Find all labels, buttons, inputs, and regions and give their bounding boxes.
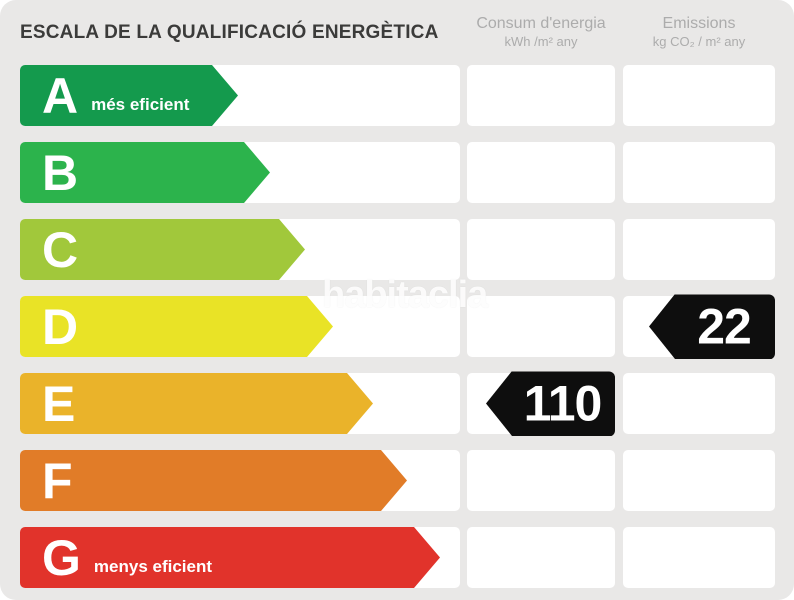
emissions-value-arrow: 22	[649, 294, 775, 359]
header: ESCALA DE LA QUALIFICACIÓ ENERGÈTICA Con…	[20, 0, 775, 65]
rating-bar-cell-f: F	[20, 450, 460, 511]
rating-bar-g: G menys eficient	[20, 527, 440, 588]
emissions-value: 22	[697, 298, 752, 355]
consum-header-label: Consum d'energia	[476, 15, 606, 33]
rating-letter-e: E	[42, 376, 76, 432]
emissions-header-units: kg CO₂ / m² any	[652, 34, 746, 50]
rating-bar-b: B	[20, 142, 270, 203]
emissions-cell-g	[623, 527, 775, 588]
consum-cell-f	[467, 450, 615, 511]
rating-letter-f: F	[42, 453, 73, 509]
column-header-consum: Consum d'energia kWh /m² any	[467, 14, 615, 50]
rating-letter-a: A	[42, 68, 79, 124]
consum-cell-g	[467, 527, 615, 588]
rating-bar-e: E	[20, 373, 373, 434]
consum-cell-a	[467, 65, 615, 126]
consum-header-units: kWh /m² any	[504, 34, 578, 50]
rating-note-a: més eficient	[91, 94, 190, 114]
emissions-cell-f	[623, 450, 775, 511]
consum-value: 110	[523, 375, 603, 432]
rating-row-c: C	[20, 219, 775, 280]
rating-bar-cell-b: B	[20, 142, 460, 203]
consum-value-arrow: 110	[486, 371, 615, 436]
page-title: ESCALA DE LA QUALIFICACIÓ ENERGÈTICA	[20, 21, 439, 43]
rating-row-e: E 110	[20, 371, 775, 436]
emissions-cell-b	[623, 142, 775, 203]
column-header-emissions: Emissions kg CO₂ / m² any	[623, 14, 775, 50]
title-wrap: ESCALA DE LA QUALIFICACIÓ ENERGÈTICA	[20, 22, 467, 44]
rating-bar-cell-e: E	[20, 373, 460, 434]
consum-cell-c	[467, 219, 615, 280]
rating-bar-cell-d: D	[20, 296, 460, 357]
consum-cell-b	[467, 142, 615, 203]
rating-bar-a: A més eficient	[20, 65, 238, 126]
rating-row-a: A més eficient	[20, 65, 775, 126]
rating-letter-d: D	[42, 299, 79, 355]
consum-cell-d	[467, 296, 615, 357]
rating-row-b: B	[20, 142, 775, 203]
rating-row-f: F	[20, 450, 775, 511]
rating-bar-cell-c: C	[20, 219, 460, 280]
rating-bar-cell-a: A més eficient	[20, 65, 460, 126]
emissions-header-label: Emissions	[662, 15, 736, 33]
rating-letter-c: C	[42, 222, 79, 278]
consum-cell-e: 110	[467, 371, 615, 436]
rating-bar-d: D	[20, 296, 333, 357]
rating-bar-f: F	[20, 450, 407, 511]
emissions-cell-e	[623, 373, 775, 434]
rating-letter-g: G	[42, 530, 81, 586]
rating-letter-b: B	[42, 145, 79, 201]
rating-bar-c: C	[20, 219, 305, 280]
rating-note-g: menys eficient	[93, 556, 213, 576]
rating-row-g: G menys eficient	[20, 527, 775, 588]
emissions-cell-d: 22	[623, 294, 775, 359]
emissions-cell-a	[623, 65, 775, 126]
emissions-cell-c	[623, 219, 775, 280]
rating-row-d: D 22	[20, 294, 775, 359]
rating-bar-cell-g: G menys eficient	[20, 527, 460, 588]
